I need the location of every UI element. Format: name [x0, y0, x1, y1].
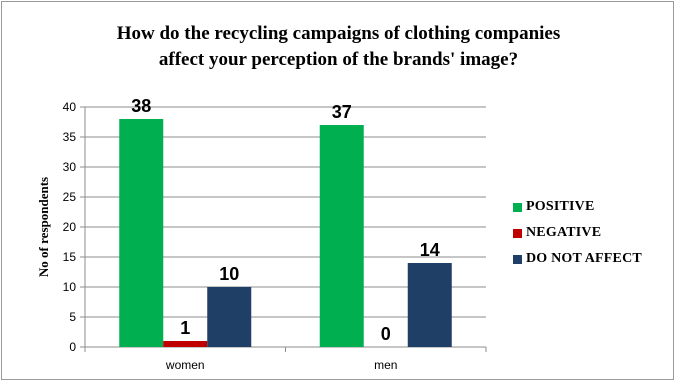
legend-label-positive: POSITIVE — [526, 199, 595, 214]
y-tick-label-4: 20 — [63, 220, 77, 234]
data-label-do-not-affect-men: 14 — [420, 240, 440, 260]
chart-title-line-1: How do the recycling campaigns of clothi… — [116, 23, 561, 44]
legend-item-positive: POSITIVE — [513, 194, 642, 220]
bar-negative-women — [163, 341, 208, 347]
data-label-positive-men: 37 — [332, 102, 352, 122]
y-tick-label-2: 10 — [63, 280, 77, 294]
data-label-positive-women: 38 — [131, 96, 151, 116]
y-tick-label-1: 5 — [69, 310, 76, 324]
data-label-negative-men: 0 — [381, 324, 391, 344]
y-tick-label-0: 0 — [69, 340, 76, 354]
y-tick-label-7: 35 — [63, 130, 77, 144]
chart-title-line-2: affect your perception of the brands' im… — [158, 49, 519, 70]
legend-swatch-positive — [513, 202, 522, 212]
data-label-do-not-affect-women: 10 — [219, 264, 239, 284]
legend-item-negative: NEGATIVE — [513, 220, 642, 246]
y-tick-label-6: 30 — [63, 160, 77, 174]
x-category-label-men: men — [374, 358, 397, 372]
legend-item-do-not-affect: DO NOT AFFECT — [513, 246, 642, 272]
data-label-negative-women: 1 — [180, 318, 190, 338]
bar-positive-men — [319, 125, 364, 347]
legend-label-do-not-affect: DO NOT AFFECT — [526, 251, 642, 266]
y-tick-label-8: 40 — [63, 100, 77, 114]
legend-swatch-negative — [513, 228, 522, 238]
legend-swatch-do-not-affect — [513, 254, 522, 264]
bar-positive-women — [119, 119, 164, 347]
y-axis-label: No of respondents — [36, 177, 51, 277]
y-tick-label-3: 15 — [63, 250, 77, 264]
legend-label-negative: NEGATIVE — [526, 225, 602, 240]
y-tick-label-5: 25 — [63, 190, 77, 204]
bar-do-not-affect-women — [207, 287, 252, 347]
x-category-label-women: women — [165, 358, 205, 372]
bar-do-not-affect-men — [407, 263, 452, 347]
chart-legend: POSITIVE NEGATIVE DO NOT AFFECT — [513, 194, 642, 272]
